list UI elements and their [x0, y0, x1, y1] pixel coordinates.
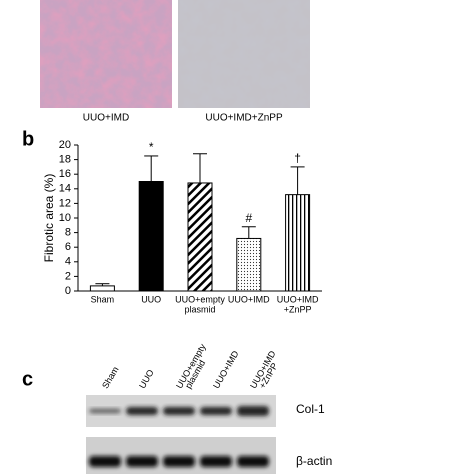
y-tick-label: 10	[59, 212, 71, 224]
y-tick-label: 18	[59, 154, 71, 166]
x-tick-label: UUO+IMD	[277, 294, 319, 304]
blot-band	[237, 456, 269, 467]
y-tick-label: 2	[65, 270, 71, 282]
x-tick-label: Sham	[91, 294, 115, 304]
y-tick-label: 20	[59, 139, 71, 151]
y-tick-label: 14	[59, 183, 71, 195]
blot-membrane	[86, 437, 276, 474]
blot-band	[163, 456, 195, 467]
blot-band	[126, 456, 158, 467]
blot-row-label: β-actin	[296, 454, 332, 468]
blot-band	[89, 408, 121, 414]
lane-label: Sham	[100, 365, 120, 390]
bar	[138, 181, 164, 292]
panel-label: b	[22, 128, 34, 150]
blot-row-label: Col-1	[296, 402, 325, 416]
y-tick-label: 0	[65, 285, 71, 297]
lane-label: UUO	[137, 368, 156, 390]
annotation: †	[294, 151, 301, 165]
x-tick-label: UUO+empty	[175, 294, 225, 304]
image-label: UUO+IMD	[83, 113, 129, 124]
histology-texture	[40, 0, 172, 108]
blot-band	[163, 407, 195, 415]
panel-label: c	[22, 368, 33, 390]
lane-label: UUO+IMD	[211, 349, 241, 391]
x-tick-label: UUO	[141, 294, 161, 304]
blot-band	[200, 407, 232, 415]
y-tick-label: 4	[65, 256, 71, 268]
bar	[187, 182, 213, 292]
y-tick-label: 8	[65, 227, 71, 239]
x-tick-label: +ZnPP	[284, 304, 312, 314]
bar	[89, 285, 115, 292]
y-tick-label: 6	[65, 241, 71, 253]
x-tick-label: plasmid	[184, 304, 215, 314]
y-axis-label: Fibrotic area (%)	[42, 174, 56, 263]
bar	[285, 194, 311, 292]
blot-band	[126, 407, 158, 415]
annotation: *	[149, 140, 154, 154]
image-label: UUO+IMD+ZnPP	[205, 113, 283, 124]
y-tick-label: 16	[59, 168, 71, 180]
bar	[236, 237, 262, 292]
annotation: #	[245, 211, 252, 225]
blot-band	[200, 456, 232, 467]
histology-texture	[178, 0, 310, 108]
x-tick-label: UUO+IMD	[228, 294, 270, 304]
y-tick-label: 12	[59, 197, 71, 209]
blot-band	[237, 406, 269, 416]
blot-band	[89, 456, 121, 467]
